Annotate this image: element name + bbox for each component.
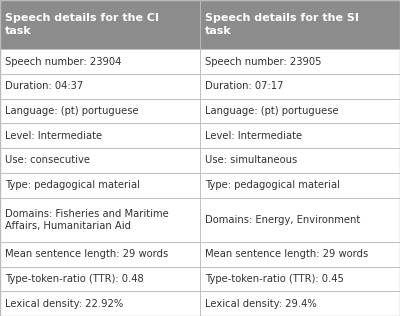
Bar <box>0 74 200 99</box>
Bar <box>0 173 200 198</box>
Bar <box>200 99 400 124</box>
Text: Lexical density: 29.4%: Lexical density: 29.4% <box>205 299 316 309</box>
Text: Type-token-ratio (TTR): 0.48: Type-token-ratio (TTR): 0.48 <box>5 274 144 284</box>
Bar <box>200 0 400 49</box>
Bar <box>200 74 400 99</box>
Bar <box>0 148 200 173</box>
Bar <box>200 198 400 242</box>
Text: Level: Intermediate: Level: Intermediate <box>205 131 302 141</box>
Text: Domains: Fisheries and Maritime
Affairs, Humanitarian Aid: Domains: Fisheries and Maritime Affairs,… <box>5 209 168 231</box>
Text: Speech details for the SI
task: Speech details for the SI task <box>205 14 359 36</box>
Text: Type: pedagogical material: Type: pedagogical material <box>5 180 140 190</box>
Bar <box>0 99 200 124</box>
Bar <box>0 242 200 267</box>
Text: Type-token-ratio (TTR): 0.45: Type-token-ratio (TTR): 0.45 <box>205 274 344 284</box>
Text: Duration: 04:37: Duration: 04:37 <box>5 82 83 91</box>
Text: Mean sentence length: 29 words: Mean sentence length: 29 words <box>5 249 168 259</box>
Text: Type: pedagogical material: Type: pedagogical material <box>205 180 340 190</box>
Bar <box>200 291 400 316</box>
Bar <box>200 242 400 267</box>
Bar <box>200 49 400 74</box>
Bar <box>0 124 200 148</box>
Bar <box>0 267 200 291</box>
Bar <box>0 49 200 74</box>
Text: Mean sentence length: 29 words: Mean sentence length: 29 words <box>205 249 368 259</box>
Text: Language: (pt) portuguese: Language: (pt) portuguese <box>5 106 138 116</box>
Bar <box>200 148 400 173</box>
Text: Domains: Energy, Environment: Domains: Energy, Environment <box>205 215 360 225</box>
Text: Language: (pt) portuguese: Language: (pt) portuguese <box>205 106 338 116</box>
Text: Level: Intermediate: Level: Intermediate <box>5 131 102 141</box>
Text: Lexical density: 22.92%: Lexical density: 22.92% <box>5 299 123 309</box>
Text: Duration: 07:17: Duration: 07:17 <box>205 82 283 91</box>
Text: Speech number: 23905: Speech number: 23905 <box>205 57 321 67</box>
Bar <box>0 291 200 316</box>
Text: Use: simultaneous: Use: simultaneous <box>205 155 297 166</box>
Bar <box>0 198 200 242</box>
Bar <box>200 267 400 291</box>
Text: Speech details for the CI
task: Speech details for the CI task <box>5 14 159 36</box>
Bar <box>200 173 400 198</box>
Text: Use: consecutive: Use: consecutive <box>5 155 90 166</box>
Bar <box>0 0 200 49</box>
Text: Speech number: 23904: Speech number: 23904 <box>5 57 121 67</box>
Bar <box>200 124 400 148</box>
